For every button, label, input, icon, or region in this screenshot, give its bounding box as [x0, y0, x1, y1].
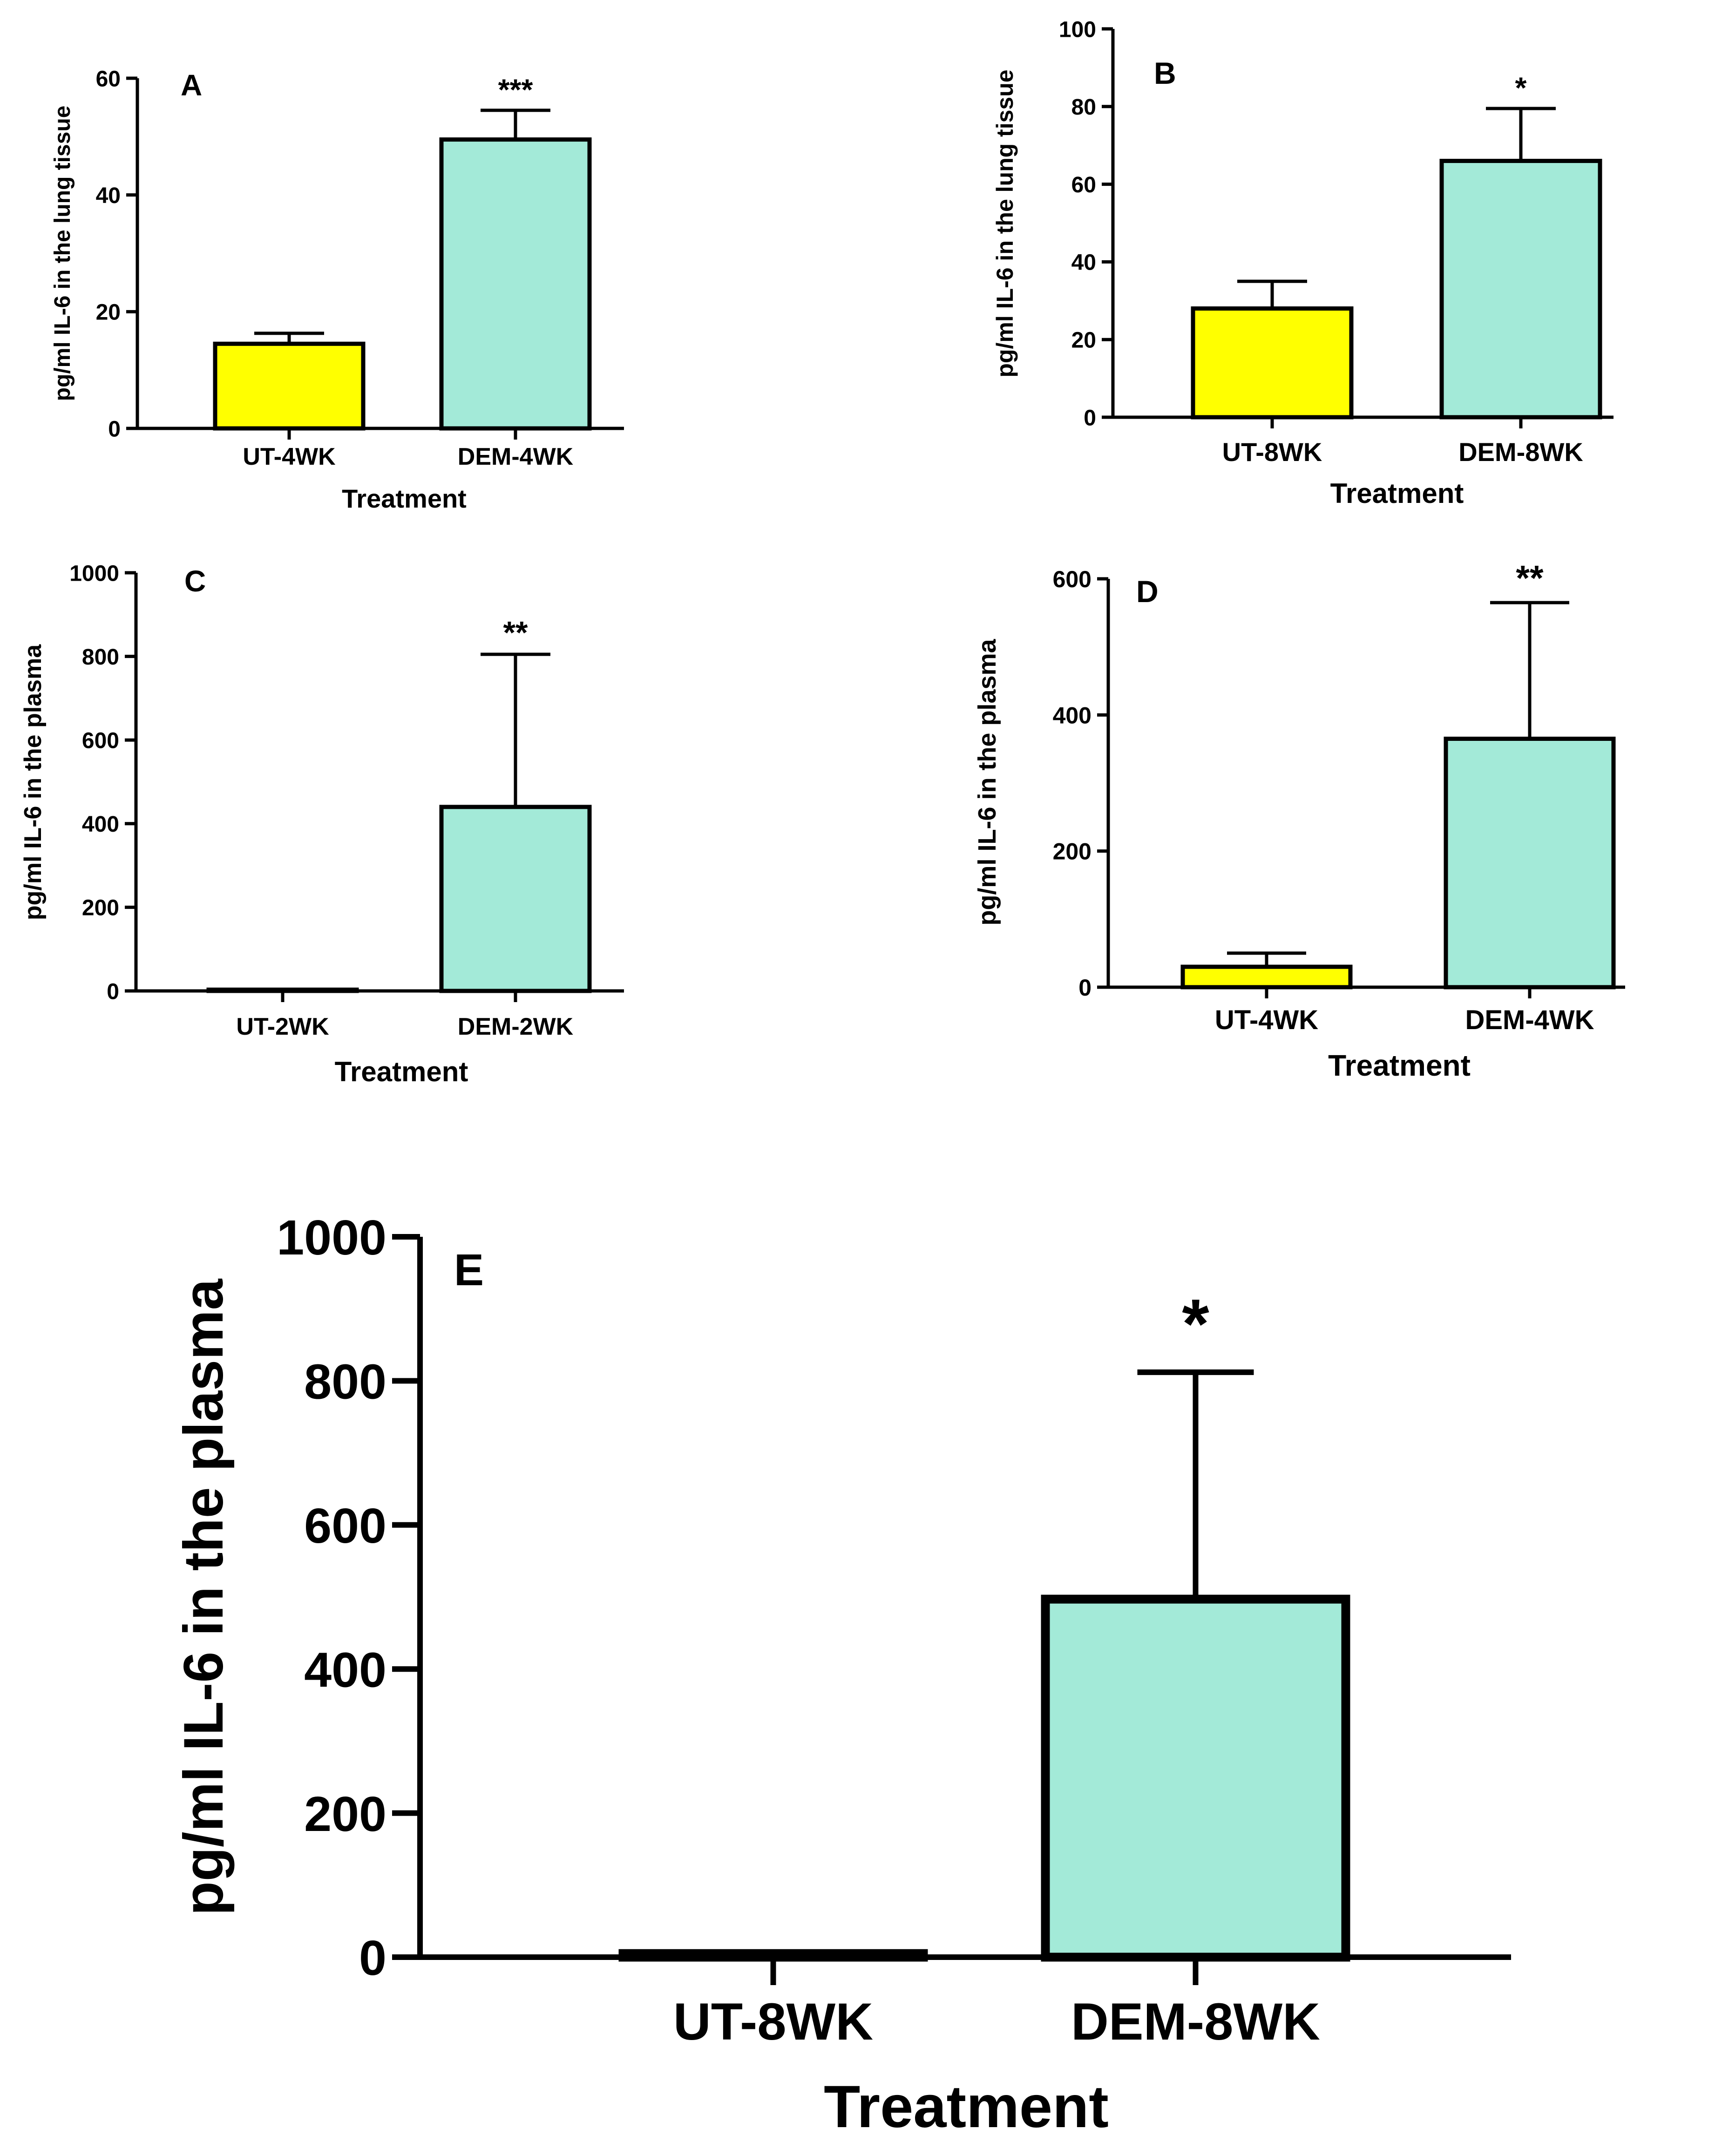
x-tick-label: DEM-4WK — [458, 443, 574, 470]
y-tick-label: 40 — [1071, 251, 1096, 275]
bar-dem-4wk — [439, 137, 592, 431]
bar-dem-8wk — [1041, 1594, 1350, 1962]
chart-panel-b: 0 20 40 60 80 100 UT-8WK * DEM-8WK Treatment pg/ml… — [992, 17, 1614, 509]
panel-label: D — [1136, 574, 1159, 609]
x-axis-title: Treatment — [1328, 1049, 1471, 1082]
panel-label: E — [454, 1245, 484, 1295]
y-tick-label: 200 — [82, 896, 119, 921]
x-tick-label: UT-4WK — [243, 443, 336, 470]
y-tick-label: 60 — [1071, 173, 1096, 197]
y-axis-title: pg/ml IL-6 in the lung tissue — [50, 106, 75, 401]
bar-ut-8wk — [1191, 306, 1354, 420]
y-tick-label: 600 — [82, 728, 119, 753]
y-tick-label: 0 — [1084, 406, 1096, 430]
y-tick-label: 20 — [1071, 328, 1096, 353]
bar-ut-4wk — [213, 341, 366, 431]
x-tick-label: DEM-2WK — [458, 1013, 574, 1040]
y-tick-label: 40 — [96, 183, 121, 208]
y-tick-label: 0 — [108, 417, 121, 441]
significance-marker: * — [1515, 71, 1527, 105]
bar-ut-4wk — [1180, 964, 1353, 990]
y-tick-label: 0 — [1078, 975, 1092, 1001]
chart-panel-e: 0 200 400 600 800 1000 UT-8WK * DEM-8WK Treatment… — [172, 1210, 1511, 2140]
y-tick-label: 80 — [1071, 95, 1096, 120]
x-tick-label: DEM-8WK — [1458, 437, 1583, 467]
y-tick-label: 1000 — [277, 1210, 386, 1265]
y-tick-label: 200 — [304, 1787, 386, 1842]
bar-ut-8wk — [618, 1949, 928, 1962]
x-tick-label: UT-4WK — [1215, 1005, 1318, 1035]
x-axis-title: Treatment — [824, 2074, 1109, 2140]
significance-marker: ** — [503, 615, 528, 650]
significance-marker: * — [1182, 1284, 1209, 1363]
chart-panel-c: 0 200 400 600 800 1000 UT-2WK ** DEM-2WK Treatmen… — [20, 561, 624, 1087]
panel-label: A — [181, 68, 202, 102]
y-tick-label: 20 — [96, 300, 121, 325]
panel-label: B — [1154, 56, 1176, 90]
y-tick-label: 600 — [1053, 566, 1092, 592]
bar-dem-8wk — [1439, 159, 1602, 420]
y-tick-label: 200 — [1053, 839, 1092, 865]
panel-label: C — [184, 564, 206, 598]
y-tick-label: 0 — [359, 1931, 386, 1986]
y-tick-label: 800 — [82, 645, 119, 670]
y-tick-label: 400 — [304, 1642, 386, 1697]
chart-panel-a: 0 20 40 60 UT-4WK *** DEM-4WK Treatment pg/ml IL… — [50, 67, 624, 513]
y-tick-label: 100 — [1059, 17, 1096, 42]
y-tick-label: 800 — [304, 1355, 386, 1410]
y-tick-label: 1000 — [69, 561, 119, 586]
bar-dem-2wk — [439, 805, 592, 993]
y-tick-label: 600 — [304, 1498, 386, 1553]
y-axis-title: pg/ml IL-6 in the plasma — [973, 638, 1001, 925]
x-axis-title: Treatment — [335, 1056, 468, 1087]
x-axis-title: Treatment — [1330, 478, 1464, 509]
x-tick-label: UT-8WK — [1222, 437, 1322, 467]
x-axis-title: Treatment — [342, 484, 467, 513]
x-tick-label: UT-8WK — [673, 1993, 873, 2051]
bar-dem-4wk — [1444, 736, 1616, 990]
y-axis-title: pg/ml IL-6 in the lung tissue — [992, 69, 1018, 377]
y-tick-label: 400 — [82, 812, 119, 837]
y-tick-label: 400 — [1053, 702, 1092, 728]
y-axis-title: pg/ml IL-6 in the plasma — [172, 1278, 235, 1915]
y-axis-title: pg/ml IL-6 in the plasma — [20, 644, 47, 920]
x-tick-label: DEM-4WK — [1465, 1005, 1594, 1035]
significance-marker: ** — [1516, 559, 1544, 598]
x-tick-label: UT-2WK — [236, 1013, 329, 1040]
bar-ut-2wk — [206, 987, 359, 993]
y-tick-label: 0 — [107, 979, 119, 1004]
significance-marker: *** — [498, 73, 533, 107]
y-tick-label: 60 — [96, 67, 121, 91]
chart-panel-d: 0 200 400 600 UT-4WK ** DEM-4WK Treatment pg/ml … — [973, 559, 1625, 1082]
x-tick-label: DEM-8WK — [1071, 1993, 1320, 2051]
